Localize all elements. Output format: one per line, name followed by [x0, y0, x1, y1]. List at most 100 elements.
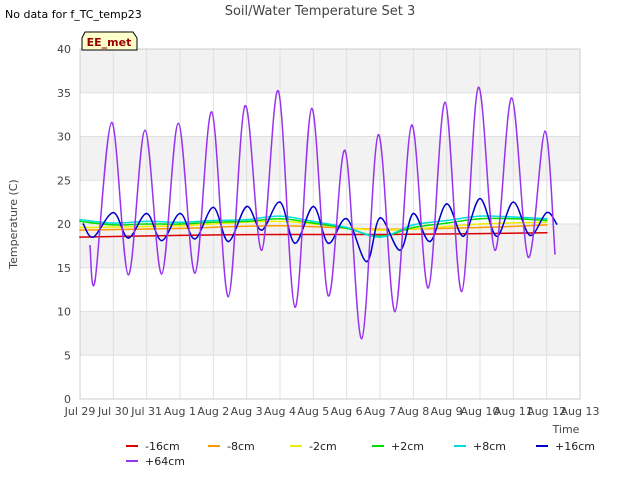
series-8cm-point: [345, 226, 348, 229]
series-16cm-point: [145, 212, 148, 215]
series-2cm-point: [279, 217, 281, 220]
series-64cm-point: [89, 244, 91, 247]
series-64cm-point: [510, 97, 513, 99]
chart-title: Soil/Water Temperature Set 3: [225, 4, 416, 19]
series-16cm-point: [479, 232, 481, 235]
series-8cm: [79, 215, 548, 239]
band: [80, 355, 580, 399]
series-64cm-point: [177, 122, 180, 125]
y-tick-label: 5: [64, 349, 71, 362]
x-tick-label: Jul 31: [130, 405, 162, 418]
series-16cm-point: [399, 249, 401, 252]
series-16cm-point: [279, 233, 281, 236]
series-2cm-point: [179, 223, 181, 225]
series-64cm-point: [110, 121, 113, 124]
y-tick-label: 0: [64, 393, 71, 406]
series-64cm-point: [494, 249, 496, 252]
series-8cm-point: [512, 216, 515, 218]
series-2cm-point: [512, 217, 515, 220]
series-2cm-point: [212, 221, 215, 224]
series-16cm-point: [429, 240, 431, 243]
legend-16cm-label: -16cm: [145, 440, 180, 453]
series-64cm-point: [444, 101, 446, 104]
series-64cm-point: [477, 86, 480, 89]
series-64cm-point: [410, 124, 413, 127]
y-tick-label: 40: [57, 43, 71, 56]
series-64cm-point: [194, 272, 196, 274]
series-16cm-point: [529, 234, 531, 237]
series-64cm-point: [460, 290, 463, 293]
legend-8cm-label: -8cm: [227, 440, 255, 453]
series-8cm-point: [545, 217, 548, 220]
series-8cm-point: [145, 220, 148, 223]
series-16cm-point: [412, 212, 415, 215]
series-16cm-point: [379, 216, 381, 219]
band: [80, 136, 580, 181]
series-16cm-point: [82, 223, 85, 225]
series-16cm-point: [279, 201, 281, 204]
series-16cm-point: [379, 233, 381, 236]
series-8cm-point: [112, 222, 115, 225]
legend-2cm-label: +2cm: [391, 440, 424, 453]
series-8cm-point: [245, 218, 248, 221]
series-16cm-point: [555, 223, 558, 225]
series-64cm-point: [327, 294, 330, 297]
series-64cm-point: [210, 111, 213, 113]
x-tick-label: Aug 13: [561, 405, 600, 418]
series-16cm-point: [79, 236, 81, 239]
x-tick-label: Aug 1: [164, 405, 196, 418]
series-64cm-line: [89, 86, 556, 340]
series-64cm-point: [294, 306, 296, 309]
series-8cm-point: [379, 236, 381, 239]
plot-background-bands: [80, 49, 580, 399]
series-64cm-point: [360, 337, 363, 340]
series-64cm-point: [544, 130, 546, 133]
series-2cm-point: [545, 219, 548, 222]
series-8cm-point: [412, 223, 415, 226]
y-tick-label: 25: [57, 174, 71, 187]
x-tick-label: Aug 6: [331, 405, 363, 418]
series-2cm-point: [445, 222, 448, 225]
series-2cm-point: [279, 220, 281, 223]
series-8cm-point: [279, 215, 281, 218]
x-tick-label: Aug 5: [297, 405, 329, 418]
series-64cm-point: [277, 90, 280, 92]
series-16cm-point: [112, 211, 115, 214]
series-64cm-point: [244, 104, 246, 107]
series-2cm-point: [245, 220, 248, 223]
series-2cm-point: [79, 220, 81, 223]
x-tick-label: Aug 8: [397, 405, 429, 418]
series-16cm-point: [445, 202, 448, 205]
series-8cm-point: [212, 219, 215, 222]
legend-16cm-label: +16cm: [555, 440, 595, 453]
x-tick-label: Aug 7: [364, 405, 396, 418]
badge-label: EE_met: [87, 36, 132, 49]
series-16cm-point: [260, 229, 263, 232]
x-axis-label: Time: [552, 423, 580, 436]
series-16cm-point: [495, 235, 498, 238]
series-16cm-point: [92, 236, 95, 239]
y-axis-label: Temperature (C): [7, 179, 20, 269]
x-tick-label: Aug 12: [527, 405, 566, 418]
series-16cm-point: [462, 235, 465, 238]
x-tick-label: Aug 2: [197, 405, 229, 418]
y-tick-label: 10: [57, 306, 71, 319]
series-16cm-point: [327, 242, 330, 245]
series-16cm-point: [294, 242, 296, 245]
ee-met-badge: EE_met: [81, 31, 138, 51]
series-16cm-point: [545, 231, 548, 234]
series-16cm-point: [365, 260, 368, 263]
series-8cm-point: [79, 229, 81, 232]
series-2cm-point: [79, 226, 81, 229]
series-16cm-point: [345, 217, 348, 220]
legend-8cm-label: +8cm: [473, 440, 506, 453]
legend-64cm-label: +64cm: [145, 455, 185, 468]
series-16cm: [79, 231, 548, 239]
series-64cm-point: [427, 286, 430, 289]
series-16cm-point: [479, 197, 481, 200]
x-tick-label: Jul 30: [97, 405, 129, 418]
series-8cm-point: [445, 219, 448, 222]
x-tick-label: Aug 3: [231, 405, 263, 418]
legend: -16cm -8cm -2cm +2cm +8cm +16cm +64cm: [126, 440, 595, 468]
